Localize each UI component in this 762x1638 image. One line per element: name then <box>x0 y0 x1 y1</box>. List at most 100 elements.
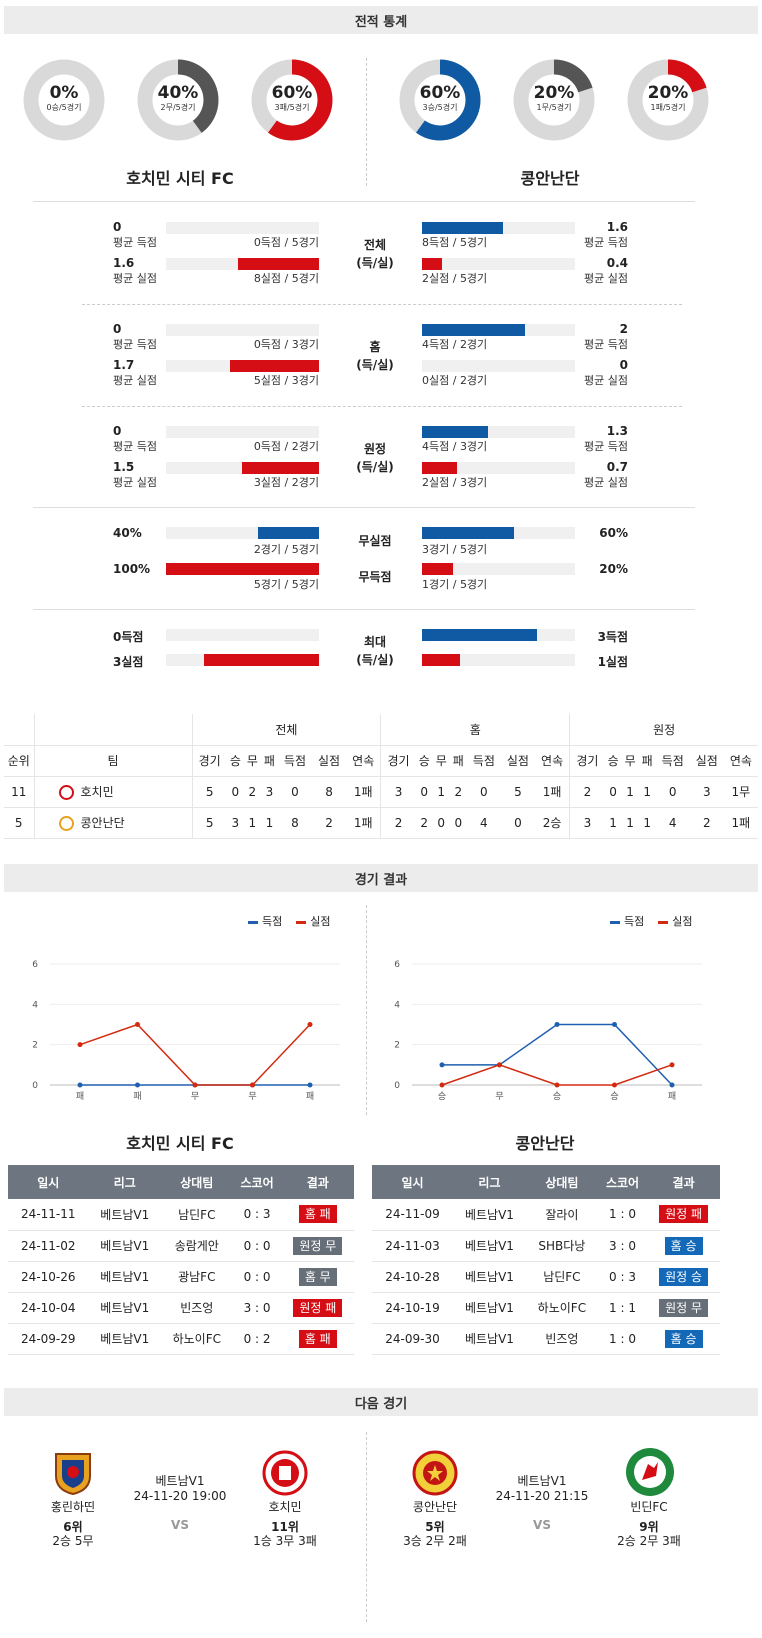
scored-point <box>135 1082 140 1088</box>
standing-cell: 1무 <box>723 776 758 808</box>
donut-detail: 3패/5경기 <box>274 103 310 112</box>
col-header: 득점 <box>277 745 312 777</box>
away-blank-note: 1경기 / 5경기 <box>422 578 488 591</box>
col-header: 실점 <box>500 745 535 777</box>
results-league: 베트남V1 <box>453 1230 526 1262</box>
home-max-scored-bar-track <box>166 629 319 641</box>
stat-group-sublabel: (득/실) <box>356 358 394 372</box>
home-blank-bar <box>166 563 319 575</box>
results-col-header: 결과 <box>281 1165 354 1199</box>
away-stat-value: 1.3 <box>606 424 628 438</box>
standing-cell: 1패 <box>534 776 570 808</box>
results-score: 1 : 0 <box>597 1199 648 1231</box>
section-title-next: 다음 경기 <box>4 1388 758 1416</box>
cong-an-ha-noi-logo <box>412 1450 458 1496</box>
hong-linh-ha-tinh-logo <box>55 1453 91 1496</box>
results-score: 3 : 0 <box>232 1292 282 1324</box>
standing-cell: 0 <box>226 776 244 808</box>
results-result: 홈 무 <box>281 1261 354 1293</box>
next-team-a-rank: 6위 <box>63 1520 83 1534</box>
away-stat-value: 1.6 <box>606 220 628 234</box>
results-result: 원정 무 <box>647 1292 720 1324</box>
results-row: 24-10-26 베트남V1 광남FC 0 : 0 홈 무 <box>8 1261 354 1293</box>
home-stat-bar-track <box>166 324 319 336</box>
away-stat-label: 평균 득점 <box>584 236 628 249</box>
standing-cell: 5 <box>500 776 535 808</box>
donut-arc <box>251 59 333 141</box>
results-result: 홈 패 <box>281 1199 354 1231</box>
home-stat-label: 평균 득점 <box>113 338 157 351</box>
home-blank-value: 100% <box>113 562 151 576</box>
results-date: 24-10-19 <box>372 1292 454 1324</box>
donut-detail: 1무/5경기 <box>536 103 572 112</box>
standing-cell: 2 <box>243 776 261 808</box>
next-league: 베트남V1 <box>155 1474 205 1488</box>
results-row: 24-10-04 베트남V1 빈즈엉 3 : 0 원정 패 <box>8 1292 354 1324</box>
donut-chart <box>399 59 481 141</box>
results-row: 24-09-29 베트남V1 하노이FC 0 : 2 홈 패 <box>8 1323 354 1355</box>
standing-team: 호치민 <box>33 776 192 808</box>
donut-label: 60% 3패/5경기 <box>250 58 334 113</box>
away-stat-bar-track <box>422 258 575 270</box>
away-blank-bar <box>422 563 453 575</box>
section-title-results: 경기 결과 <box>4 864 758 892</box>
results-league: 베트남V1 <box>88 1261 161 1293</box>
donut-detail: 0승/5경기 <box>46 103 82 112</box>
y-tick-label: 2 <box>32 1041 38 1051</box>
away-team-title: 콩안난단 <box>515 1134 575 1153</box>
donut-arc <box>627 59 709 141</box>
home-stat-note: 3실점 / 2경기 <box>253 476 319 489</box>
donut-detail: 3승/5경기 <box>422 103 458 112</box>
conceded-point <box>612 1082 617 1088</box>
y-tick-label: 0 <box>394 1081 400 1091</box>
x-tick-label: 무 <box>248 1091 256 1102</box>
col-header: 득점 <box>655 745 690 777</box>
col-header: 무 <box>621 745 639 777</box>
away-results-table: 일시 리그 상대팀 스코어 결과 24-11-09 베트남V1 잘라이 1 : 0 원정 패 24-… <box>372 1165 720 1355</box>
results-result: 홈 승 <box>647 1323 720 1355</box>
x-tick-label: 무 <box>495 1091 503 1102</box>
donut-label: 0% 0승/5경기 <box>22 58 106 113</box>
standing-cell: 4 <box>466 807 501 839</box>
away-team-title: 콩안난단 <box>520 169 580 188</box>
results-row: 24-10-28 베트남V1 남딘FC 0 : 3 원정 승 <box>372 1261 720 1293</box>
away-blank-value: 20% <box>599 562 628 576</box>
next-team-a-name: 콩안난단 <box>412 1500 458 1514</box>
away-stat-bar <box>422 462 457 474</box>
results-row: 24-11-11 베트남V1 남딘FC 0 : 3 홈 패 <box>8 1199 354 1231</box>
col-header: 패 <box>449 745 467 777</box>
stat-group-sublabel: (득/실) <box>356 460 394 474</box>
standing-cell: 2 <box>689 807 724 839</box>
result-badge: 원정 패 <box>659 1205 709 1224</box>
results-opp: 송람게안 <box>160 1230 233 1262</box>
results-date: 24-11-03 <box>372 1230 454 1262</box>
conceded-point <box>250 1082 255 1088</box>
standing-cell: 8 <box>311 776 347 808</box>
results-score: 1 : 0 <box>597 1323 648 1355</box>
divider <box>82 406 682 407</box>
home-stat-note: 0득점 / 5경기 <box>253 236 319 249</box>
divider <box>33 609 695 610</box>
home-stat-value: 0 <box>113 220 122 234</box>
donut-detail: 2무/5경기 <box>160 103 196 112</box>
col-header: 연속 <box>346 745 381 777</box>
standing-cell: 0 <box>604 776 622 808</box>
standing-cell: 8 <box>277 807 312 839</box>
standing-cell: 2 <box>415 807 433 839</box>
result-badge: 홈 승 <box>664 1236 703 1255</box>
col-team: 팀 <box>33 745 192 777</box>
standing-cell: 4 <box>655 807 690 839</box>
donut-chart <box>137 59 219 141</box>
standing-team-name: 호치민 <box>80 785 114 799</box>
next-team-a-record: 2승 5무 <box>52 1534 94 1548</box>
away-stat-bar <box>422 426 488 438</box>
stat-group-sublabel: (득/실) <box>356 256 394 270</box>
next-team-b-rank: 9위 <box>639 1520 659 1534</box>
legend-conceded: 실점 <box>658 913 693 929</box>
home-max-conceded: 3실점 <box>113 655 144 669</box>
legend-scored: 득점 <box>610 913 644 929</box>
divider <box>366 905 367 1115</box>
home-team-title: 호치민 시티 FC <box>126 169 234 188</box>
away-max-conceded: 1실점 <box>597 655 628 669</box>
standing-cell: 0 <box>466 776 501 808</box>
